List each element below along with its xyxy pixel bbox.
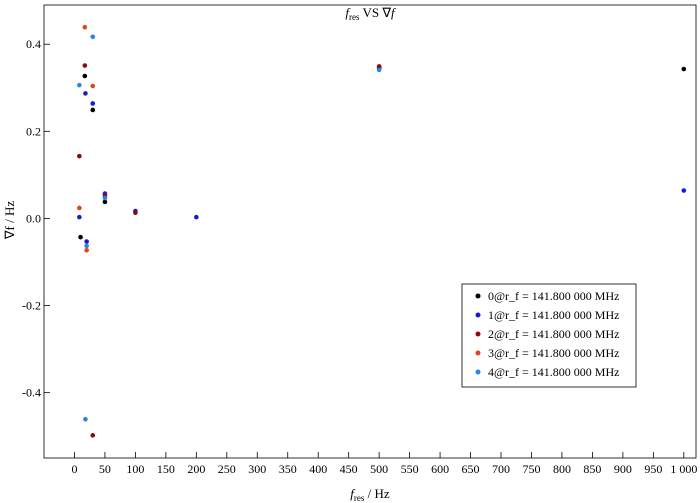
data-point — [90, 433, 96, 438]
legend-label: 3@r_f = 141.800 000 MHz — [488, 346, 619, 360]
data-point — [90, 107, 96, 113]
y-tick-label: 0.4 — [26, 37, 41, 51]
data-point — [376, 67, 382, 73]
data-point — [82, 63, 88, 68]
x-tick-label: 350 — [279, 462, 297, 476]
x-tick-label: 100 — [126, 462, 144, 476]
legend-label: 4@r_f = 141.800 000 MHz — [488, 365, 619, 379]
legend-label: 2@r_f = 141.800 000 MHz — [488, 327, 619, 341]
y-axis: -0.4 -0.2 0.0 0.2 0.4 — [22, 37, 50, 400]
x-tick-label: 250 — [218, 462, 236, 476]
y-tick-label: -0.2 — [22, 299, 41, 313]
x-tick-label: 750 — [522, 462, 540, 476]
title-end: f — [391, 5, 397, 20]
x-tick-label: 850 — [583, 462, 601, 476]
data-point — [82, 73, 88, 79]
data-point — [102, 199, 108, 205]
data-point — [77, 205, 82, 211]
x-tick-label: 150 — [157, 462, 175, 476]
data-point — [681, 66, 687, 72]
y-tick-label: -0.4 — [22, 386, 41, 400]
x-tick-label: 200 — [187, 462, 205, 476]
data-point — [77, 153, 82, 159]
legend: 0@r_f = 141.800 000 MHz 1@r_f = 141.800 0… — [461, 283, 637, 388]
x-tick-label: 300 — [248, 462, 266, 476]
x-tick-label: 450 — [340, 462, 358, 476]
legend-marker — [475, 312, 481, 318]
data-point — [84, 247, 89, 253]
data-point — [78, 234, 83, 240]
legend-marker — [475, 350, 481, 356]
data-point — [90, 101, 96, 106]
x-tick-label: 800 — [553, 462, 571, 476]
x-tick-label: 600 — [431, 462, 449, 476]
x-tick-label: 900 — [614, 462, 632, 476]
x-tick-label: 700 — [492, 462, 510, 476]
x-axis: 0 50 100 150 200 250 300 350 400 450 500 550 600 650 7… — [71, 452, 697, 476]
data-point — [83, 91, 88, 96]
chart-title: fres VS ∇f — [345, 5, 397, 22]
y-axis-label: ∇f / Hz — [2, 201, 17, 241]
data-point — [133, 210, 138, 216]
data-point — [84, 239, 89, 244]
title-f: f — [345, 5, 351, 20]
data-point — [84, 243, 89, 249]
data-point — [376, 64, 382, 69]
x-tick-label: 550 — [401, 462, 419, 476]
xlabel-sub: res — [354, 493, 365, 503]
y-tick-label: 0.2 — [26, 124, 41, 138]
legend-marker — [475, 369, 481, 375]
legend-label: 1@r_f = 141.800 000 MHz — [488, 308, 619, 322]
data-point — [77, 82, 82, 88]
data-point — [90, 34, 96, 40]
xlabel-f: f — [350, 486, 356, 501]
data-point — [194, 214, 199, 220]
x-tick-label: 950 — [644, 462, 662, 476]
xlabel-unit: / Hz — [364, 486, 390, 501]
plot-frame — [43, 4, 697, 459]
data-point — [90, 83, 96, 89]
data-point — [77, 214, 82, 220]
x-tick-label: 1 000 — [670, 462, 697, 476]
data-point — [83, 416, 88, 422]
x-tick-label: 650 — [462, 462, 480, 476]
x-tick-label: 400 — [309, 462, 327, 476]
legend-marker — [475, 293, 481, 299]
x-tick-label: 50 — [99, 462, 111, 476]
x-axis-label: fres / Hz — [350, 486, 390, 503]
legend-marker — [475, 331, 481, 337]
data-point — [82, 24, 88, 30]
title-mid: VS ∇ — [359, 5, 391, 20]
legend-label: 0@r_f = 141.800 000 MHz — [488, 289, 619, 303]
data-point — [102, 195, 108, 201]
x-tick-label: 0 — [71, 462, 77, 476]
y-tick-label: 0.0 — [26, 211, 41, 225]
data-point — [681, 188, 687, 193]
x-tick-label: 500 — [370, 462, 388, 476]
title-sub: res — [349, 12, 360, 22]
legend-box — [461, 283, 637, 388]
data-points — [77, 24, 687, 438]
